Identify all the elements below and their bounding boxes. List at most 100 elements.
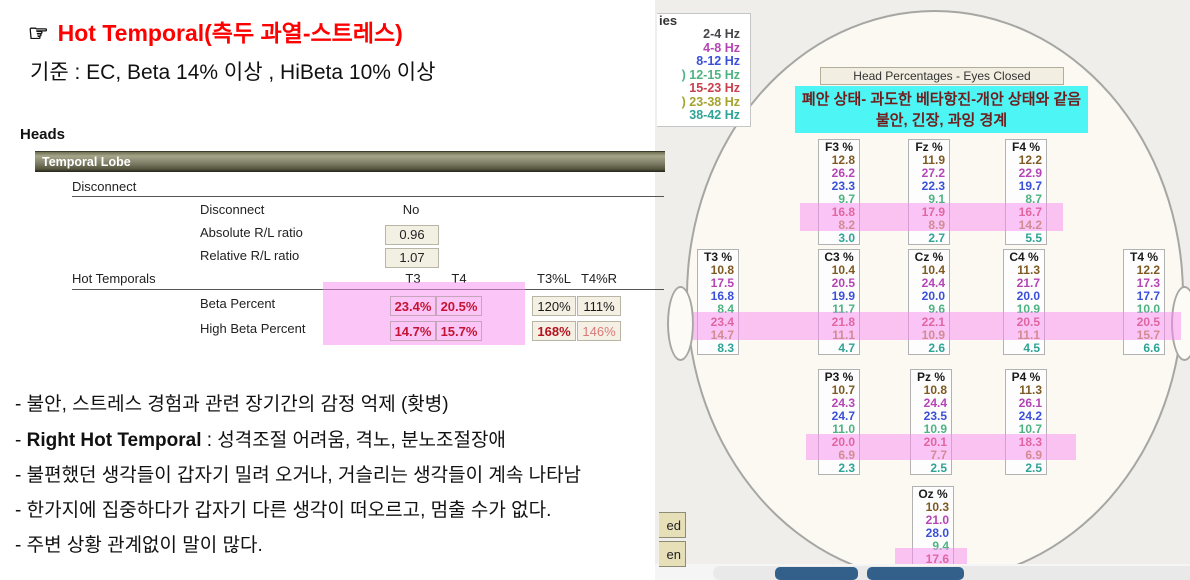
electrode-C4-value: 4.5 (1023, 341, 1040, 355)
note-dash: - (15, 535, 27, 556)
electrode-P3-value: 24.3 (831, 396, 855, 410)
legend-item-12-15: ) 12-15 Hz (681, 67, 740, 82)
electrode-P4-value: 26.1 (1018, 396, 1042, 410)
electrode-Oz-value: 28.0 (925, 526, 949, 540)
note-line: - 한가지에 집중하다가 갑자기 다른 생각이 떠오르고, 멈출 수가 없다. (15, 495, 551, 522)
table-cell: 111% (577, 296, 621, 316)
electrode-Oz-value: 21.0 (925, 513, 949, 527)
highlight-band (693, 312, 1181, 340)
divider (72, 196, 664, 197)
note-dash: - (15, 465, 27, 486)
electrode-Cz: Cz %10.424.420.09.622.110.92.6 (908, 249, 950, 355)
electrode-C3-value: 10.4 (831, 263, 855, 277)
electrode-P4-value: 10.7 (1018, 422, 1042, 436)
field-label: Disconnect (200, 202, 265, 217)
highlight-band (895, 548, 967, 565)
heads-section-label: Heads (20, 126, 66, 143)
electrode-C4-label: C4 % (1009, 250, 1039, 264)
electrode-T4-value: 6.6 (1143, 341, 1160, 355)
electrode-T3-label: T3 % (703, 250, 732, 264)
electrode-T3-value: 16.8 (710, 289, 734, 303)
temporal-lobe-header: Temporal Lobe (35, 151, 665, 172)
disconnect-group-label: Disconnect (72, 179, 137, 194)
column-header-T3L: T3%L (537, 271, 571, 286)
legend-item-15-23: 15-23 Hz (689, 81, 740, 95)
electrode-T4-label: T4 % (1129, 250, 1158, 264)
field-value: No (402, 202, 420, 217)
electrode-F4-label: F4 % (1011, 140, 1040, 154)
electrode-P4-label: P4 % (1011, 370, 1041, 384)
electrode-Pz-label: Pz % (916, 370, 945, 384)
electrode-F4-value: 8.7 (1025, 192, 1042, 206)
electrode-F3-value: 3.0 (838, 231, 855, 245)
electrode-F4-value: 12.2 (1018, 153, 1042, 167)
clipped-button-ed[interactable]: ed (659, 512, 686, 538)
electrode-F3-value: 9.7 (838, 192, 855, 206)
note-line: - 주변 상황 관계없이 말이 많다. (15, 530, 263, 557)
field-label: Relative R/L ratio (200, 248, 300, 263)
electrode-Cz-value: 24.4 (921, 276, 945, 290)
note-text: 불편했던 생각들이 갑자기 밀려 오거나, 거슬리는 생각들이 계속 나타남 (26, 465, 582, 486)
table-cell: 20.5% (436, 296, 482, 316)
electrode-Fz-value: 27.2 (921, 166, 945, 180)
note-line: - 불안, 스트레스 경험과 관련 장기간의 감정 억제 (홧병) (15, 389, 449, 416)
callout-line1: 폐안 상태- 과도한 베타항진-개안 상태와 같음 (801, 91, 1082, 108)
electrode-P3-value: 10.7 (831, 383, 855, 397)
electrode-F4-value: 22.9 (1018, 166, 1042, 180)
electrode-F4-value: 5.5 (1025, 231, 1042, 245)
horizontal-scrollbar-thumb[interactable] (867, 567, 964, 580)
table-cell: 168% (532, 321, 576, 341)
pointer-hand-icon: ☞ (28, 20, 49, 46)
table-cell: 14.7% (390, 321, 436, 341)
row-label: Beta Percent (200, 296, 276, 311)
electrode-C4-value: 21.7 (1016, 276, 1040, 290)
table-cell: 23.4% (390, 296, 436, 316)
legend-item-23-38: ) 23-38 Hz (681, 94, 740, 109)
table-cell: 120% (532, 296, 576, 316)
electrode-Pz-value: 10.8 (923, 383, 947, 397)
callout-line2: 불안, 긴장, 과잉 경계 (875, 112, 1008, 129)
column-header-T4R: T4%R (580, 271, 618, 286)
electrode-C4-value: 20.0 (1016, 289, 1040, 303)
row-label: High Beta Percent (200, 321, 306, 336)
electrode-Pz-value: 24.4 (923, 396, 947, 410)
electrode-Fz-value: 9.1 (928, 192, 945, 206)
electrode-Fz-value: 11.9 (922, 153, 945, 167)
horizontal-scrollbar-thumb[interactable] (775, 567, 858, 580)
field-label: Absolute R/L ratio (200, 225, 303, 240)
note-dash: - (15, 430, 27, 451)
criteria-text: 기준 : EC, Beta 14% 이상 , HiBeta 10% 이상 (30, 61, 436, 84)
clipped-button-en[interactable]: en (659, 541, 686, 567)
electrode-T4-value: 17.7 (1136, 289, 1160, 303)
legend-item-4-8: 4-8 Hz (703, 40, 740, 55)
electrode-Cz-value: 20.0 (921, 289, 945, 303)
hot-temporals-group-label: Hot Temporals (72, 271, 156, 286)
note-text: : 성격조절 어려움, 격노, 분노조절장애 (201, 430, 506, 451)
table-cell: 15.7% (436, 321, 482, 341)
electrode-C3-value: 20.5 (831, 276, 855, 290)
note-text: 주변 상황 관계없이 말이 많다. (26, 535, 263, 556)
electrode-P3-value: 24.7 (831, 409, 855, 423)
note-dash: - (15, 394, 27, 415)
electrode-Cz-value: 2.6 (928, 341, 945, 355)
electrode-Fz-label: Fz % (915, 140, 943, 154)
electrode-P4-value: 11.3 (1019, 383, 1042, 397)
electrode-C3-value: 19.9 (831, 289, 855, 303)
electrode-Pz-value: 2.5 (930, 461, 947, 475)
head-percentages-caption: Head Percentages - Eyes Closed (820, 67, 1064, 85)
highlight-band (806, 434, 1076, 460)
title-text: Hot Temporal(측두 과열-스트레스) (57, 20, 403, 46)
electrode-F3-value: 26.2 (831, 166, 855, 180)
electrode-P3-value: 2.3 (838, 461, 855, 475)
left-ear (667, 286, 694, 361)
field-value: 0.96 (385, 225, 439, 245)
page-title: ☞ Hot Temporal(측두 과열-스트레스) (28, 14, 403, 48)
electrode-P4-value: 2.5 (1025, 461, 1042, 475)
electrode-Cz-value: 10.4 (921, 263, 945, 277)
electrode-T4-value: 17.3 (1136, 276, 1160, 290)
electrode-F3-value: 12.8 (831, 153, 855, 167)
field-value: 1.07 (385, 248, 439, 268)
electrode-C3-label: C3 % (824, 250, 854, 264)
electrode-P4-value: 24.2 (1018, 409, 1042, 423)
